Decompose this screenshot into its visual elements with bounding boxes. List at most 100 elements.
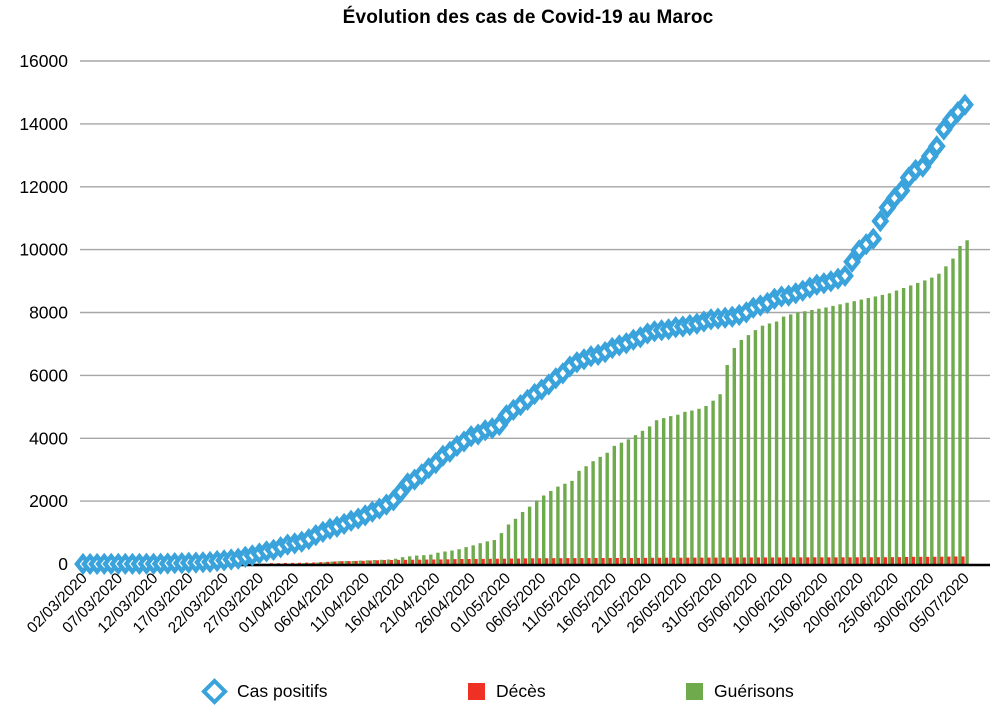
bar-deces <box>502 558 506 564</box>
bar-deces <box>665 557 669 564</box>
bar-deces <box>700 557 704 564</box>
bar-guerisons <box>803 311 807 564</box>
bar-deces <box>531 558 535 564</box>
bar-deces <box>474 558 478 564</box>
marker-cas-positifs <box>956 93 974 116</box>
bar-deces <box>488 558 492 564</box>
bar-deces <box>389 559 394 564</box>
bar-guerisons <box>817 308 821 564</box>
bar-deces <box>396 559 401 564</box>
bar-guerisons <box>358 560 362 564</box>
bar-guerisons <box>866 298 870 564</box>
y-tick-label: 6000 <box>29 365 68 385</box>
bar-deces <box>601 558 605 564</box>
bar-deces <box>269 563 274 564</box>
bar-guerisons <box>542 495 546 564</box>
bar-guerisons <box>619 442 624 564</box>
bar-guerisons <box>513 518 518 564</box>
bar-guerisons <box>901 287 906 564</box>
bar-guerisons <box>478 543 482 564</box>
legend-item-cas-positifs: Cas positifs <box>201 677 328 705</box>
bar-deces <box>876 557 880 564</box>
bar-deces <box>756 557 760 564</box>
marker-cas-positifs <box>920 145 939 168</box>
bar-deces <box>481 558 485 564</box>
bar-deces <box>622 557 626 564</box>
bar-guerisons <box>316 562 320 564</box>
bar-guerisons <box>690 410 694 564</box>
bar-guerisons <box>584 466 588 564</box>
bar-deces <box>516 558 521 564</box>
bar-deces <box>382 560 386 564</box>
bar-deces <box>813 557 817 564</box>
bar-guerisons <box>492 540 496 564</box>
bar-guerisons <box>598 456 602 564</box>
bar-deces <box>862 557 866 564</box>
bar-guerisons <box>499 533 504 564</box>
bar-guerisons <box>796 312 800 564</box>
bar-guerisons <box>760 325 765 564</box>
bar-guerisons <box>443 551 447 564</box>
legend-label: Guérisons <box>714 680 794 701</box>
bar-deces <box>707 557 711 564</box>
legend-label: Cas positifs <box>237 680 328 701</box>
bar-guerisons <box>365 560 369 564</box>
y-tick-label: 12000 <box>19 177 68 197</box>
green-square-marker-icon <box>686 682 703 700</box>
bar-guerisons <box>633 435 638 564</box>
bar-guerisons <box>520 512 525 564</box>
bar-deces <box>284 562 288 564</box>
bar-guerisons <box>704 405 708 564</box>
bar-guerisons <box>880 294 885 564</box>
bar-deces <box>792 557 796 564</box>
bar-deces <box>658 557 662 564</box>
bar-deces <box>545 558 549 564</box>
bar-guerisons <box>824 307 828 564</box>
bar-deces <box>855 557 859 564</box>
y-tick-label: 16000 <box>19 51 68 71</box>
bar-deces <box>679 557 683 564</box>
y-tick-label: 2000 <box>29 491 68 511</box>
bar-deces <box>538 558 542 564</box>
bar-guerisons <box>323 562 327 564</box>
bar-guerisons <box>746 335 751 564</box>
bar-guerisons <box>767 323 772 564</box>
bar-deces <box>312 562 316 564</box>
bar-deces <box>954 556 958 564</box>
bar-deces <box>672 557 676 564</box>
bar-deces <box>418 559 422 564</box>
bar-deces <box>643 557 648 564</box>
bar-guerisons <box>958 245 962 565</box>
bar-deces <box>933 556 937 564</box>
bar-deces <box>799 557 803 564</box>
bar-deces <box>347 561 351 564</box>
bar-deces <box>432 559 436 564</box>
bar-guerisons <box>422 555 426 564</box>
open-diamond-marker-icon <box>201 677 228 705</box>
bar-deces <box>905 556 909 564</box>
bar-guerisons <box>937 273 941 564</box>
bar-guerisons <box>965 240 969 565</box>
bar-deces <box>742 557 746 564</box>
bar-deces <box>777 557 782 564</box>
bar-deces <box>340 561 344 564</box>
bar-guerisons <box>789 314 793 564</box>
bar-deces <box>785 557 789 564</box>
bar-deces <box>559 558 563 564</box>
bar-deces <box>333 561 337 564</box>
bar-deces <box>749 557 753 564</box>
bar-deces <box>763 557 767 564</box>
marker-cas-positifs <box>892 179 911 202</box>
chart-title: Évolution des cas de Covid-19 au Maroc <box>342 7 714 28</box>
bar-guerisons <box>831 305 835 564</box>
bar-deces <box>615 557 619 564</box>
y-tick-label: 4000 <box>29 428 68 448</box>
bar-deces <box>298 562 302 564</box>
bar-deces <box>552 558 556 564</box>
bar-deces <box>636 557 640 564</box>
bar-deces <box>375 560 379 564</box>
legend-item-guerisons: Guérisons <box>686 678 794 704</box>
bar-guerisons <box>718 394 722 564</box>
bar-guerisons <box>683 411 687 564</box>
